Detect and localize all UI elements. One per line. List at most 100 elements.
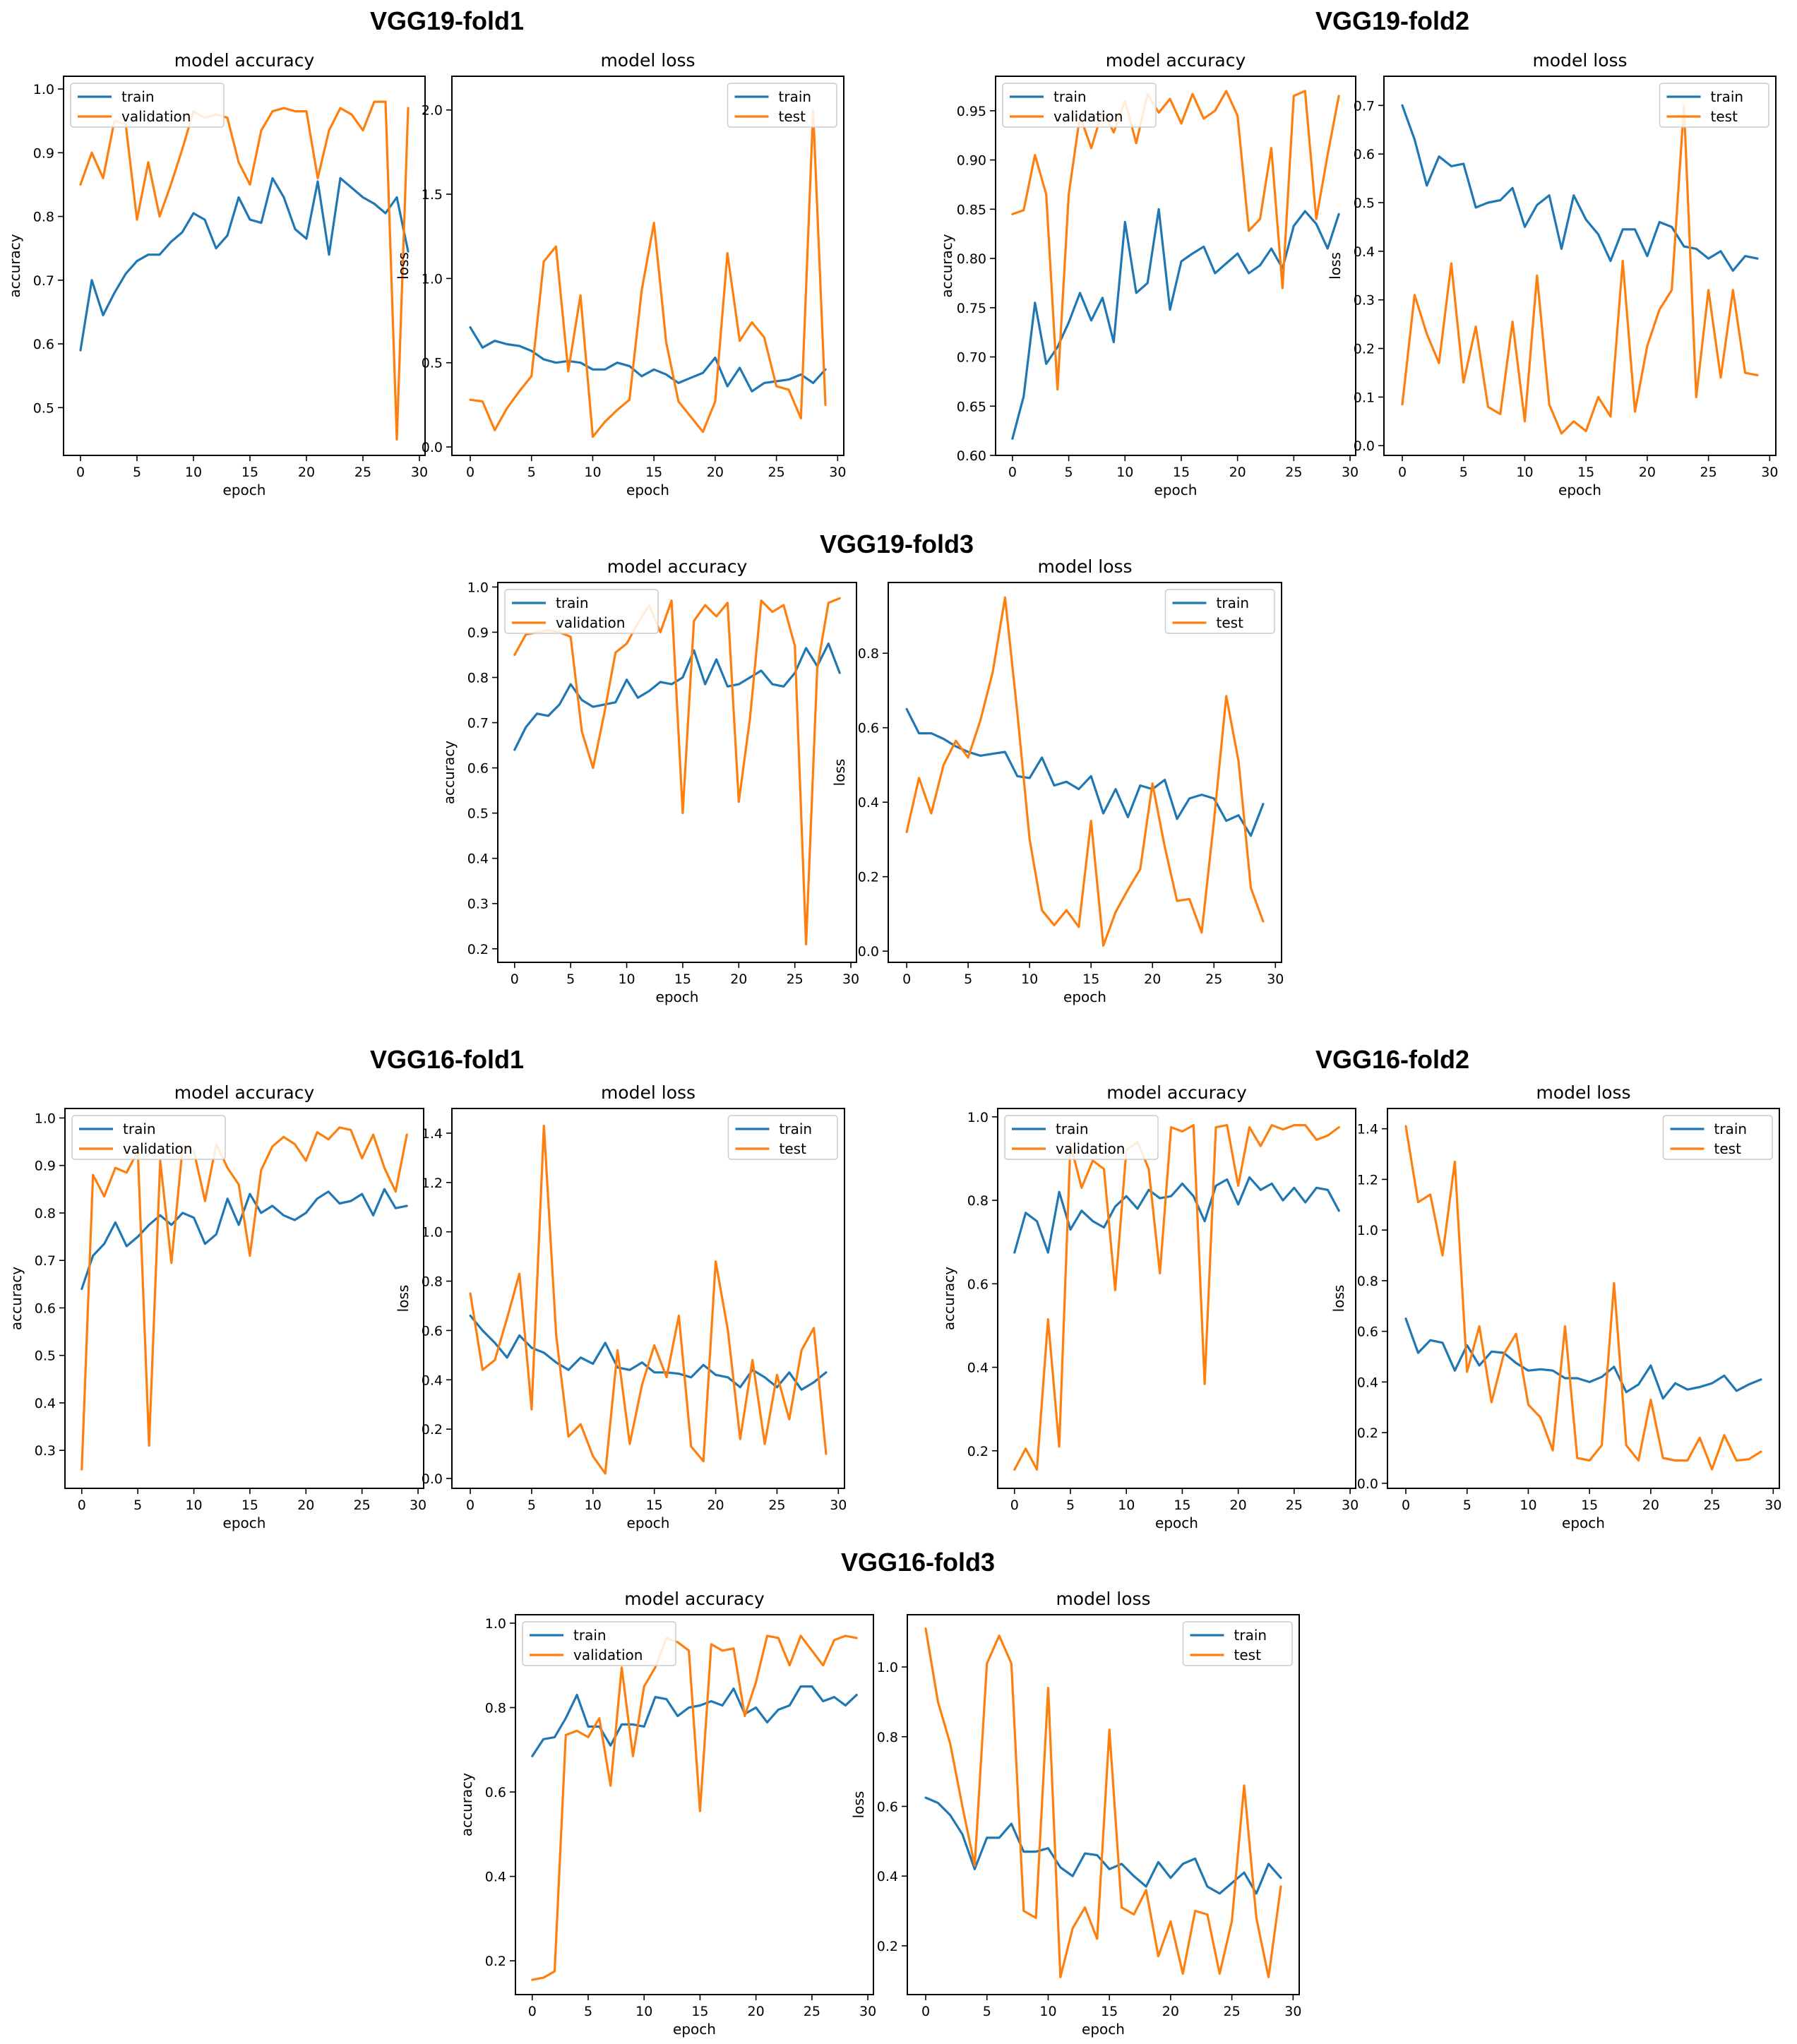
x-tick-label: 15 [1174, 1498, 1190, 1513]
fold-titles: VGG19-fold1 VGG19-fold2 VGG19-fold3 VGG1… [370, 6, 1469, 1577]
chart-6: model loss 0 5 10 15 20 25 30 0.0 0.2 0.4 0.6 0.8 epo… [831, 556, 1284, 1005]
x-tick-label: 10 [584, 465, 601, 480]
x-tick-label: 5 [1065, 465, 1073, 480]
x-tick-label: 5 [1459, 465, 1468, 480]
chart-8: model loss 0 5 10 15 20 25 30 0.0 0.2 0.4 0.6 0.8 1.0… [395, 1082, 847, 1531]
y-tick-label: 0.2 [877, 1939, 898, 1954]
fold-title-vgg19-fold2: VGG19-fold2 [1315, 6, 1469, 35]
legend: train validation [70, 83, 225, 128]
x-tick-label: 25 [1224, 2004, 1241, 2019]
y-tick-label: 0.2 [422, 1422, 443, 1438]
y-tick-label: 0.3 [467, 897, 489, 912]
x-tick-label: 15 [646, 1498, 663, 1513]
x-tick-label: 5 [566, 972, 575, 987]
y-axis-label: accuracy [938, 234, 955, 297]
legend-label-validation: validation [1053, 108, 1123, 125]
x-tick-label: 25 [1704, 1498, 1721, 1513]
plot-frame [451, 76, 844, 456]
y-tick-label: 0.6 [967, 1277, 989, 1292]
y-tick-label: 0.65 [957, 399, 986, 414]
legend: train validation [71, 1115, 226, 1160]
legend-label-train: train [1711, 88, 1744, 105]
x-tick-label: 30 [1342, 465, 1359, 480]
y-axis-label: accuracy [8, 1267, 25, 1330]
chart-title: model accuracy [1106, 50, 1246, 71]
x-tick-label: 10 [185, 465, 202, 480]
legend-label-validation: validation [573, 1646, 643, 1663]
legend-label-test: test [779, 108, 806, 125]
y-tick-label: 0.7 [35, 1253, 56, 1269]
y-tick-label: 0.8 [467, 671, 489, 686]
y-tick-label: 0.5 [467, 806, 489, 822]
x-tick-label: 10 [635, 2004, 652, 2019]
x-tick-label: 20 [1162, 2004, 1179, 2019]
legend-label-train: train [556, 594, 589, 611]
series-line-validation [1011, 90, 1340, 391]
y-axis-label: loss [395, 252, 412, 280]
legend: train test [1662, 1115, 1773, 1160]
legend: train test [1659, 83, 1769, 128]
y-tick-label: 0.4 [1354, 244, 1375, 260]
y-tick-label: 1.2 [1357, 1172, 1378, 1188]
x-tick-label: 0 [528, 2004, 537, 2019]
x-tick-label: 20 [298, 465, 315, 480]
legend-label-test: test [1234, 1646, 1262, 1663]
y-tick-label: 1.5 [422, 187, 443, 203]
y-tick-label: 1.0 [485, 1616, 506, 1632]
x-axis-label: epoch [1082, 2021, 1125, 2038]
y-tick-label: 1.0 [1357, 1223, 1378, 1238]
x-tick-label: 0 [1398, 465, 1407, 480]
plot-frame [451, 1108, 845, 1489]
x-tick-label: 0 [466, 1498, 474, 1513]
fold-title-vgg16-fold1: VGG16-fold1 [370, 1045, 524, 1074]
legend-label-train: train [1053, 88, 1087, 105]
y-tick-label: 0.7 [33, 273, 54, 289]
series-line-train [80, 1188, 408, 1291]
x-tick-label: 0 [78, 1498, 86, 1513]
x-tick-label: 20 [1229, 465, 1246, 480]
x-tick-label: 25 [768, 1498, 785, 1513]
legend: train validation [1002, 83, 1157, 128]
x-axis-label: epoch [626, 482, 669, 498]
y-tick-label: 0.9 [467, 625, 489, 640]
chart-4: model loss 0 5 10 15 20 25 30 0.0 0.1 0.2 0.3 0.4 0.5… [1327, 50, 1778, 498]
y-tick-label: 2.0 [422, 103, 443, 119]
x-tick-label: 0 [1008, 465, 1017, 480]
x-tick-label: 30 [411, 465, 428, 480]
plot-frame [1387, 1108, 1780, 1489]
x-axis-label: epoch [656, 988, 699, 1005]
y-tick-label: 0.3 [35, 1443, 56, 1459]
legend-label-train: train [1714, 1120, 1748, 1137]
y-tick-label: 0.2 [858, 870, 879, 885]
x-tick-label: 30 [410, 1498, 426, 1513]
fold-title-vgg16-fold2: VGG16-fold2 [1315, 1045, 1469, 1074]
x-tick-label: 0 [466, 465, 474, 480]
x-tick-label: 5 [1066, 1498, 1075, 1513]
y-tick-label: 0.2 [1357, 1426, 1378, 1441]
x-tick-label: 0 [921, 2004, 930, 2019]
y-tick-label: 0.6 [1357, 1325, 1378, 1340]
legend-label-train: train [121, 88, 155, 105]
y-axis-label: loss [850, 1791, 867, 1819]
x-tick-label: 25 [1700, 465, 1717, 480]
legend-label-train: train [1217, 594, 1250, 611]
plot-frame [995, 76, 1356, 456]
x-tick-label: 0 [902, 972, 911, 987]
y-tick-label: 1.0 [35, 1111, 56, 1126]
series-line-validation [80, 1126, 408, 1471]
x-tick-label: 5 [584, 2004, 592, 2019]
y-axis-label: accuracy [441, 741, 458, 804]
y-tick-label: 0.70 [957, 350, 986, 366]
legend-label-train: train [573, 1627, 607, 1644]
series-line-train [1401, 104, 1759, 272]
plot-frame [63, 76, 426, 456]
x-tick-label: 15 [1101, 2004, 1118, 2019]
y-tick-label: 0.4 [967, 1361, 989, 1376]
x-tick-label: 25 [1205, 972, 1222, 987]
series-line-test [469, 1124, 828, 1475]
legend: train validation [1004, 1115, 1159, 1160]
series-line-train [924, 1796, 1282, 1895]
x-tick-label: 10 [185, 1498, 202, 1513]
x-tick-label: 25 [804, 2004, 820, 2019]
series-line-train [513, 642, 841, 751]
